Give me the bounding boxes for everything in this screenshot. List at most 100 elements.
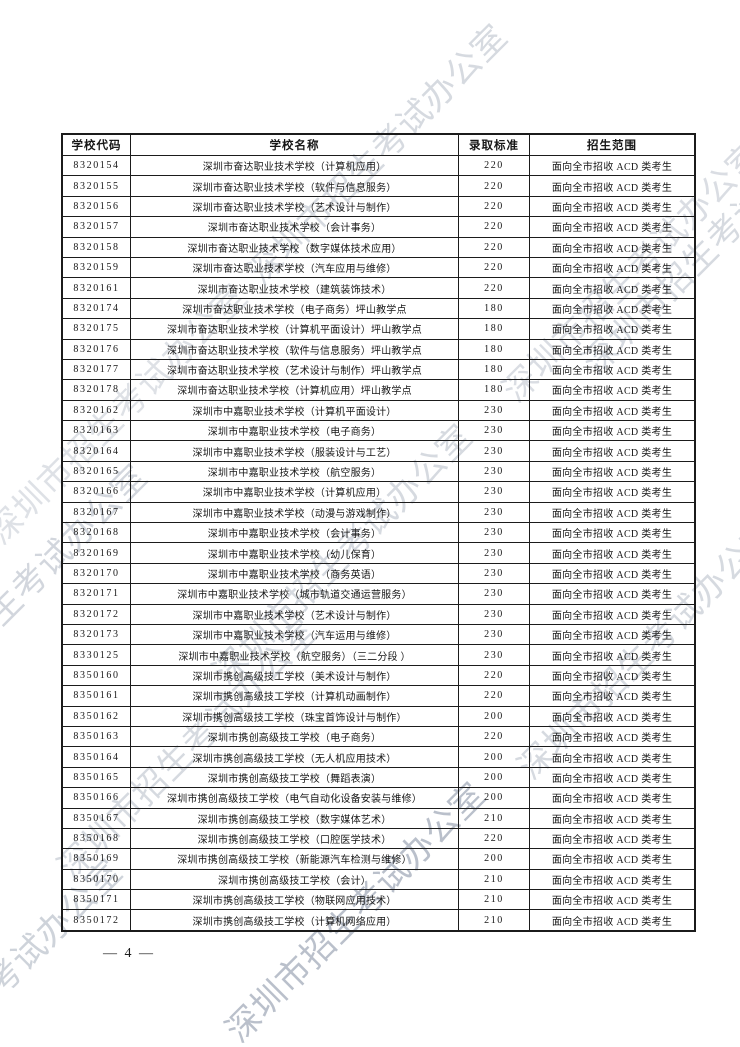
school-name-cell: 深圳市中嘉职业技术学校（电子商务） (130, 420, 459, 442)
school-name-cell: 深圳市携创高级技工学校（计算机动画制作） (130, 685, 459, 707)
school-code-cell: 8320177 (61, 358, 131, 381)
school-name-cell: 深圳市中嘉职业技术学校（计算机平面设计） (130, 399, 459, 422)
admission-score-cell: 220 (458, 195, 530, 218)
table-row: 8320161 深圳市奋达职业技术学校（建筑装饰技术） 220 面向全市招收 ACD … (61, 277, 696, 299)
admission-score-cell: 180 (458, 379, 530, 401)
table-row: 8320155 深圳市奋达职业技术学校（软件与信息服务） 220 面向全市招收 ACD… (61, 175, 696, 197)
enrollment-scope-cell: 面向全市招收 ACD 类考生 (529, 603, 696, 625)
school-name-cell: 深圳市中嘉职业技术学校（幼儿保育） (130, 542, 459, 564)
table-row: 8350163 深圳市携创高级技工学校（电子商务） 220 面向全市招收 ACD 类考… (61, 725, 696, 748)
admission-score-cell: 180 (458, 297, 530, 320)
school-name-cell: 深圳市奋达职业技术学校（会计事务） (130, 216, 459, 238)
school-name-cell: 深圳市中嘉职业技术学校（会计事务） (130, 522, 459, 544)
enrollment-scope-cell: 面向全市招收 ACD 类考生 (529, 399, 696, 422)
school-code-cell: 8320156 (61, 195, 131, 218)
school-code-cell: 8350169 (61, 848, 131, 870)
enrollment-scope-cell: 面向全市招收 ACD 类考生 (529, 318, 696, 340)
admission-score-cell: 230 (458, 603, 530, 625)
enrollment-scope-cell: 面向全市招收 ACD 类考生 (529, 338, 696, 360)
school-code-cell: 8350168 (61, 827, 131, 850)
page-number: — 4 — (103, 946, 155, 961)
school-name-cell: 深圳市携创高级技工学校（无人机应用技术） (130, 746, 459, 768)
table-row: 8320177 深圳市奋达职业技术学校（艺术设计与制作）坪山教学点 180 面向全市招… (61, 358, 696, 381)
school-code-cell: 8320157 (61, 216, 131, 238)
school-name-cell: 深圳市中嘉职业技术学校（服装设计与工艺） (130, 440, 459, 462)
school-name-cell: 深圳市携创高级技工学校（舞蹈表演） (130, 766, 459, 789)
table-row: 8320166 深圳市中嘉职业技术学校（计算机应用） 230 面向全市招收 ACD 类… (61, 481, 696, 503)
admission-score-cell: 230 (458, 562, 530, 585)
enrollment-scope-cell: 面向全市招收 ACD 类考生 (529, 420, 696, 442)
enrollment-scope-cell: 面向全市招收 ACD 类考生 (529, 358, 696, 381)
enrollment-scope-cell: 面向全市招收 ACD 类考生 (529, 542, 696, 564)
table-row: 8350164 深圳市携创高级技工学校（无人机应用技术） 200 面向全市招收 ACD… (61, 746, 696, 768)
enrollment-scope-cell: 面向全市招收 ACD 类考生 (529, 175, 696, 197)
table-row: 8320165 深圳市中嘉职业技术学校（航空服务） 230 面向全市招收 ACD 类考… (61, 460, 696, 483)
school-code-cell: 8320169 (61, 542, 131, 564)
admission-score-cell: 220 (458, 256, 530, 279)
admission-score-cell: 220 (458, 154, 530, 177)
school-name-cell: 深圳市携创高级技工学校（美术设计与制作） (130, 664, 459, 687)
school-name-cell: 深圳市携创高级技工学校（电气自动化设备安装与维修） (130, 787, 459, 809)
school-code-cell: 8350165 (61, 766, 131, 789)
enrollment-scope-cell: 面向全市招收 ACD 类考生 (529, 379, 696, 401)
enrollment-scope-cell: 面向全市招收 ACD 类考生 (529, 481, 696, 503)
school-code-cell: 8320154 (61, 154, 131, 177)
admission-score-cell: 180 (458, 338, 530, 360)
admission-score-cell: 200 (458, 766, 530, 789)
admission-score-cell: 200 (458, 705, 530, 727)
school-name-cell: 深圳市奋达职业技术学校（计算机平面设计）坪山教学点 (130, 318, 459, 340)
admission-score-cell: 220 (458, 827, 530, 850)
table-row: 8330125 深圳市中嘉职业技术学校（航空服务）（三二分段 ） 230 面向全市招收… (61, 644, 696, 666)
admission-score-cell: 230 (458, 522, 530, 544)
school-code-cell: 8320166 (61, 481, 131, 503)
table-row: 8320176 深圳市奋达职业技术学校（软件与信息服务）坪山教学点 180 面向全市招… (61, 338, 696, 360)
school-name-cell: 深圳市中嘉职业技术学校（汽车运用与维修） (130, 623, 459, 646)
enrollment-scope-cell: 面向全市招收 ACD 类考生 (529, 868, 696, 891)
table-row: 8320178 深圳市奋达职业技术学校（计算机应用）坪山教学点 180 面向全市招收 … (61, 379, 696, 401)
table-row: 8350172 深圳市携创高级技工学校（计算机网络应用） 210 面向全市招收 ACD… (61, 909, 696, 932)
admission-score-cell: 230 (458, 542, 530, 564)
table-header-row: 学校代码 学校名称 录取标准 招生范围 (61, 133, 696, 156)
table-row: 8320157 深圳市奋达职业技术学校（会计事务） 220 面向全市招收 ACD 类考… (61, 216, 696, 238)
school-name-cell: 深圳市中嘉职业技术学校（航空服务）（三二分段 ） (130, 644, 459, 666)
table-row: 8320169 深圳市中嘉职业技术学校（幼儿保育） 230 面向全市招收 ACD 类考… (61, 542, 696, 564)
school-name-cell: 深圳市奋达职业技术学校（软件与信息服务） (130, 175, 459, 197)
admission-score-cell: 230 (458, 399, 530, 422)
school-code-cell: 8320172 (61, 603, 131, 625)
school-name-cell: 深圳市携创高级技工学校（电子商务） (130, 725, 459, 748)
admission-standards-table: 学校代码 学校名称 录取标准 招生范围 8320154 深圳市奋达职业技术学校（计算机应… (61, 133, 696, 932)
admission-score-cell: 230 (458, 583, 530, 605)
table-row: 8320164 深圳市中嘉职业技术学校（服装设计与工艺） 230 面向全市招收 ACD… (61, 440, 696, 462)
admission-score-cell: 220 (458, 175, 530, 197)
table-row: 8320174 深圳市奋达职业技术学校（电子商务）坪山教学点 180 面向全市招收 A… (61, 297, 696, 320)
school-name-cell: 深圳市中嘉职业技术学校（动漫与游戏制作） (130, 501, 459, 524)
table-row: 8350165 深圳市携创高级技工学校（舞蹈表演） 200 面向全市招收 ACD 类考… (61, 766, 696, 789)
admission-score-cell: 210 (458, 868, 530, 891)
table-row: 8350160 深圳市携创高级技工学校（美术设计与制作） 220 面向全市招收 ACD… (61, 664, 696, 687)
school-code-cell: 8350162 (61, 705, 131, 727)
school-code-cell: 8320158 (61, 236, 131, 258)
school-name-cell: 深圳市携创高级技工学校（珠宝首饰设计与制作） (130, 705, 459, 727)
school-code-cell: 8320167 (61, 501, 131, 524)
school-code-cell: 8350172 (61, 909, 131, 932)
school-code-cell: 8320164 (61, 440, 131, 462)
school-code-cell: 8320171 (61, 583, 131, 605)
enrollment-scope-cell: 面向全市招收 ACD 类考生 (529, 766, 696, 789)
school-name-cell: 深圳市中嘉职业技术学校（计算机应用） (130, 481, 459, 503)
table-row: 8320156 深圳市奋达职业技术学校（艺术设计与制作） 220 面向全市招收 ACD… (61, 195, 696, 218)
enrollment-scope-cell: 面向全市招收 ACD 类考生 (529, 583, 696, 605)
admission-score-cell: 200 (458, 848, 530, 870)
admission-score-cell: 200 (458, 746, 530, 768)
school-name-cell: 深圳市中嘉职业技术学校（商务英语） (130, 562, 459, 585)
table-row: 8320163 深圳市中嘉职业技术学校（电子商务） 230 面向全市招收 ACD 类考… (61, 420, 696, 442)
admission-score-cell: 230 (458, 420, 530, 442)
admission-score-cell: 220 (458, 277, 530, 299)
school-name-cell: 深圳市携创高级技工学校（计算机网络应用） (130, 909, 459, 932)
enrollment-scope-cell: 面向全市招收 ACD 类考生 (529, 236, 696, 258)
enrollment-scope-cell: 面向全市招收 ACD 类考生 (529, 889, 696, 911)
enrollment-scope-cell: 面向全市招收 ACD 类考生 (529, 195, 696, 218)
table-row: 8350161 深圳市携创高级技工学校（计算机动画制作） 220 面向全市招收 ACD… (61, 685, 696, 707)
table-row: 8320158 深圳市奋达职业技术学校（数字媒体技术应用） 220 面向全市招收 AC… (61, 236, 696, 258)
school-name-cell: 深圳市奋达职业技术学校（汽车应用与维修） (130, 256, 459, 279)
admission-score-cell: 210 (458, 909, 530, 932)
